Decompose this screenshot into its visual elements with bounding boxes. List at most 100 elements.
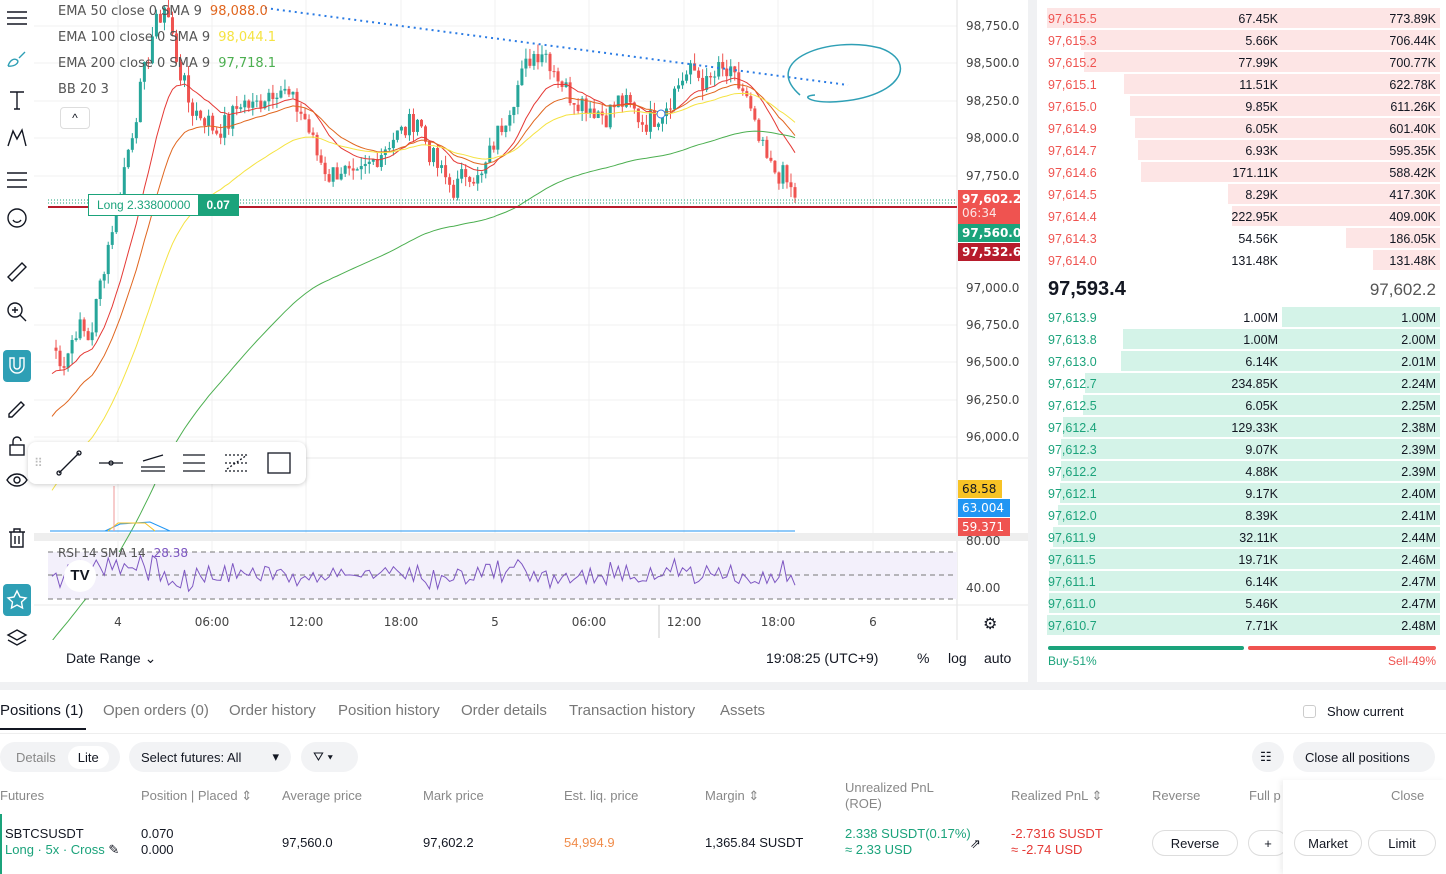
zoom-in-icon[interactable] — [3, 298, 31, 326]
show-current-checkbox[interactable] — [1303, 705, 1316, 718]
col-realized-pnl[interactable]: Realized PnL ⇕ — [1011, 788, 1103, 803]
ask-row[interactable]: 97,614.9 6.05K 601.40K — [1037, 117, 1446, 139]
close-all-positions-button[interactable]: Close all positions — [1293, 742, 1435, 772]
details-toggle[interactable]: Details — [16, 749, 56, 765]
auto-toggle[interactable]: auto — [984, 650, 1012, 666]
trend-line-icon[interactable] — [53, 449, 85, 477]
tab-open-orders[interactable]: Open orders (0) — [103, 702, 209, 719]
bid-row[interactable]: 97,612.5 6.05K 2.25M — [1037, 394, 1446, 416]
collapse-legend-button[interactable]: ^ — [60, 107, 90, 129]
tab-transaction-history[interactable]: Transaction history — [569, 702, 696, 719]
fib-retracement-icon[interactable] — [179, 449, 211, 477]
fib-extension-icon[interactable] — [221, 449, 253, 477]
menu-icon[interactable] — [3, 4, 31, 32]
bid-row[interactable]: 97,610.7 7.71K 2.48M — [1037, 614, 1446, 636]
candle-body — [311, 132, 315, 135]
tab-assets[interactable]: Assets — [720, 702, 766, 719]
reverse-button[interactable]: Reverse — [1152, 830, 1238, 856]
drag-handle-icon[interactable]: ⠿ — [34, 456, 43, 470]
tab-positions[interactable]: Positions (1) — [0, 702, 84, 719]
col-margin[interactable]: Margin ⇕ — [705, 788, 760, 803]
price-chart[interactable] — [0, 0, 1028, 640]
bid-row[interactable]: 97,611.9 32.11K 2.44M — [1037, 526, 1446, 548]
col-position[interactable]: Position | Placed ⇕ — [141, 788, 253, 803]
tab-order-details[interactable]: Order details — [461, 702, 547, 719]
ask-row[interactable]: 97,614.5 8.29K 417.30K — [1037, 183, 1446, 205]
quantity: 77.99K — [1238, 56, 1278, 70]
rsi-tick: 80.00 — [966, 534, 1001, 548]
limit-close-button[interactable]: Limit — [1368, 830, 1436, 856]
bid-row[interactable]: 97,612.7 234.85K 2.24M — [1037, 372, 1446, 394]
ask-row[interactable]: 97,615.3 5.66K 706.44K — [1037, 29, 1446, 51]
bid-row[interactable]: 97,612.3 9.07K 2.39M — [1037, 438, 1446, 460]
bid-row[interactable]: 97,613.0 6.14K 2.01M — [1037, 350, 1446, 372]
ask-row[interactable]: 97,614.6 171.11K 588.42K — [1037, 161, 1446, 183]
col-unrealized-pnl[interactable]: Unrealized PnL (ROE) — [845, 780, 934, 811]
fib-icon[interactable] — [3, 166, 31, 194]
ask-row[interactable]: 97,614.0 131.48K 131.48K — [1037, 249, 1446, 271]
horizontal-ray-icon[interactable] — [95, 449, 127, 477]
quantity: 11.51K — [1239, 78, 1278, 92]
filter-icon[interactable]: ⛛ ▾ — [301, 742, 358, 772]
lock-drawing-icon[interactable] — [3, 392, 31, 420]
select-futures-dropdown[interactable]: Select futures: All ▾ — [129, 742, 291, 772]
bid-row[interactable]: 97,612.4 129.33K 2.38M — [1037, 416, 1446, 438]
total: 2.41M — [1401, 509, 1436, 523]
ask-row[interactable]: 97,615.1 11.51K 622.78K — [1037, 73, 1446, 95]
share-icon[interactable]: ⇗ — [970, 836, 981, 851]
ask-row[interactable]: 97,615.5 67.45K 773.89K — [1037, 7, 1446, 29]
star-icon[interactable] — [3, 584, 31, 616]
text-icon[interactable] — [3, 86, 31, 114]
quantity: 8.29K — [1245, 188, 1278, 202]
lock-icon[interactable] — [3, 432, 31, 460]
drawing-toolbar — [0, 0, 34, 682]
bid-row[interactable]: 97,611.0 5.46K 2.47M — [1037, 592, 1446, 614]
ask-row[interactable]: 97,615.0 9.85K 611.26K — [1037, 95, 1446, 117]
ask-row[interactable]: 97,614.3 54.56K 186.05K — [1037, 227, 1446, 249]
brush-icon[interactable] — [3, 46, 31, 74]
column-settings-icon[interactable]: ☷ — [1252, 742, 1284, 772]
chart-panel[interactable]: EMA 50 close 0 SMA 9 98,088.0 EMA 100 clo… — [0, 0, 1028, 682]
emoji-icon[interactable] — [3, 204, 31, 232]
eye-icon[interactable] — [3, 466, 31, 494]
bid-row[interactable]: 97,611.5 19.71K 2.46M — [1037, 548, 1446, 570]
price: 97,613.0 — [1048, 355, 1097, 369]
bid-row[interactable]: 97,613.8 1.00M 2.00M — [1037, 328, 1446, 350]
ask-row[interactable]: 97,615.2 77.99K 700.77K — [1037, 51, 1446, 73]
tab-order-history[interactable]: Order history — [229, 702, 316, 719]
ask-row[interactable]: 97,614.4 222.95K 409.00K — [1037, 205, 1446, 227]
rectangle-icon[interactable] — [263, 449, 295, 477]
settings-icon[interactable]: ⚙ — [983, 616, 998, 633]
total: 2.25M — [1401, 399, 1436, 413]
percent-toggle[interactable]: % — [917, 650, 930, 666]
market-close-button[interactable]: Market — [1294, 830, 1362, 856]
candle-body — [102, 274, 106, 281]
total: 588.42K — [1389, 166, 1436, 180]
legend-ema100[interactable]: EMA 100 close 0 SMA 9 98,044.1 — [58, 30, 277, 45]
parallel-channel-icon[interactable] — [137, 449, 169, 477]
pattern-icon[interactable] — [3, 124, 31, 152]
log-toggle[interactable]: log — [948, 650, 967, 666]
legend-ema200[interactable]: EMA 200 close 0 SMA 9 97,718.1 — [58, 56, 277, 71]
position-line-label[interactable]: Long 2.33800000 0.07 — [88, 194, 239, 216]
ask-row[interactable]: 97,614.7 6.93K 595.35K — [1037, 139, 1446, 161]
trash-icon[interactable] — [3, 524, 31, 552]
bid-row[interactable]: 97,612.2 4.88K 2.39M — [1037, 460, 1446, 482]
legend-bb[interactable]: BB 20 3 — [58, 82, 109, 97]
order-book: 97,615.5 67.45K 773.89K 97,615.3 5.66K 706… — [1037, 0, 1446, 682]
lite-toggle[interactable]: Lite — [67, 745, 109, 769]
legend-ema50[interactable]: EMA 50 close 0 SMA 9 98,088.0 — [58, 4, 268, 19]
date-range-button[interactable]: Date Range ⌄ — [66, 650, 157, 666]
bid-row[interactable]: 97,613.9 1.00M 1.00M — [1037, 306, 1446, 328]
col-reverse: Reverse — [1152, 788, 1201, 803]
tab-position-history[interactable]: Position history — [338, 702, 440, 719]
magnet-icon[interactable] — [3, 350, 31, 382]
bid-row[interactable]: 97,612.0 8.39K 2.41M — [1037, 504, 1446, 526]
ruler-icon[interactable] — [3, 258, 31, 286]
add-position-button[interactable]: + — [1248, 830, 1288, 856]
position-tags[interactable]: Long · 5x · Cross ✎ — [5, 842, 120, 857]
bid-row[interactable]: 97,612.1 9.17K 2.40M — [1037, 482, 1446, 504]
layers-icon[interactable] — [3, 624, 31, 652]
rsi-legend[interactable]: RSI 14 SMA 14 28.38 — [58, 546, 189, 560]
bid-row[interactable]: 97,611.1 6.14K 2.47M — [1037, 570, 1446, 592]
